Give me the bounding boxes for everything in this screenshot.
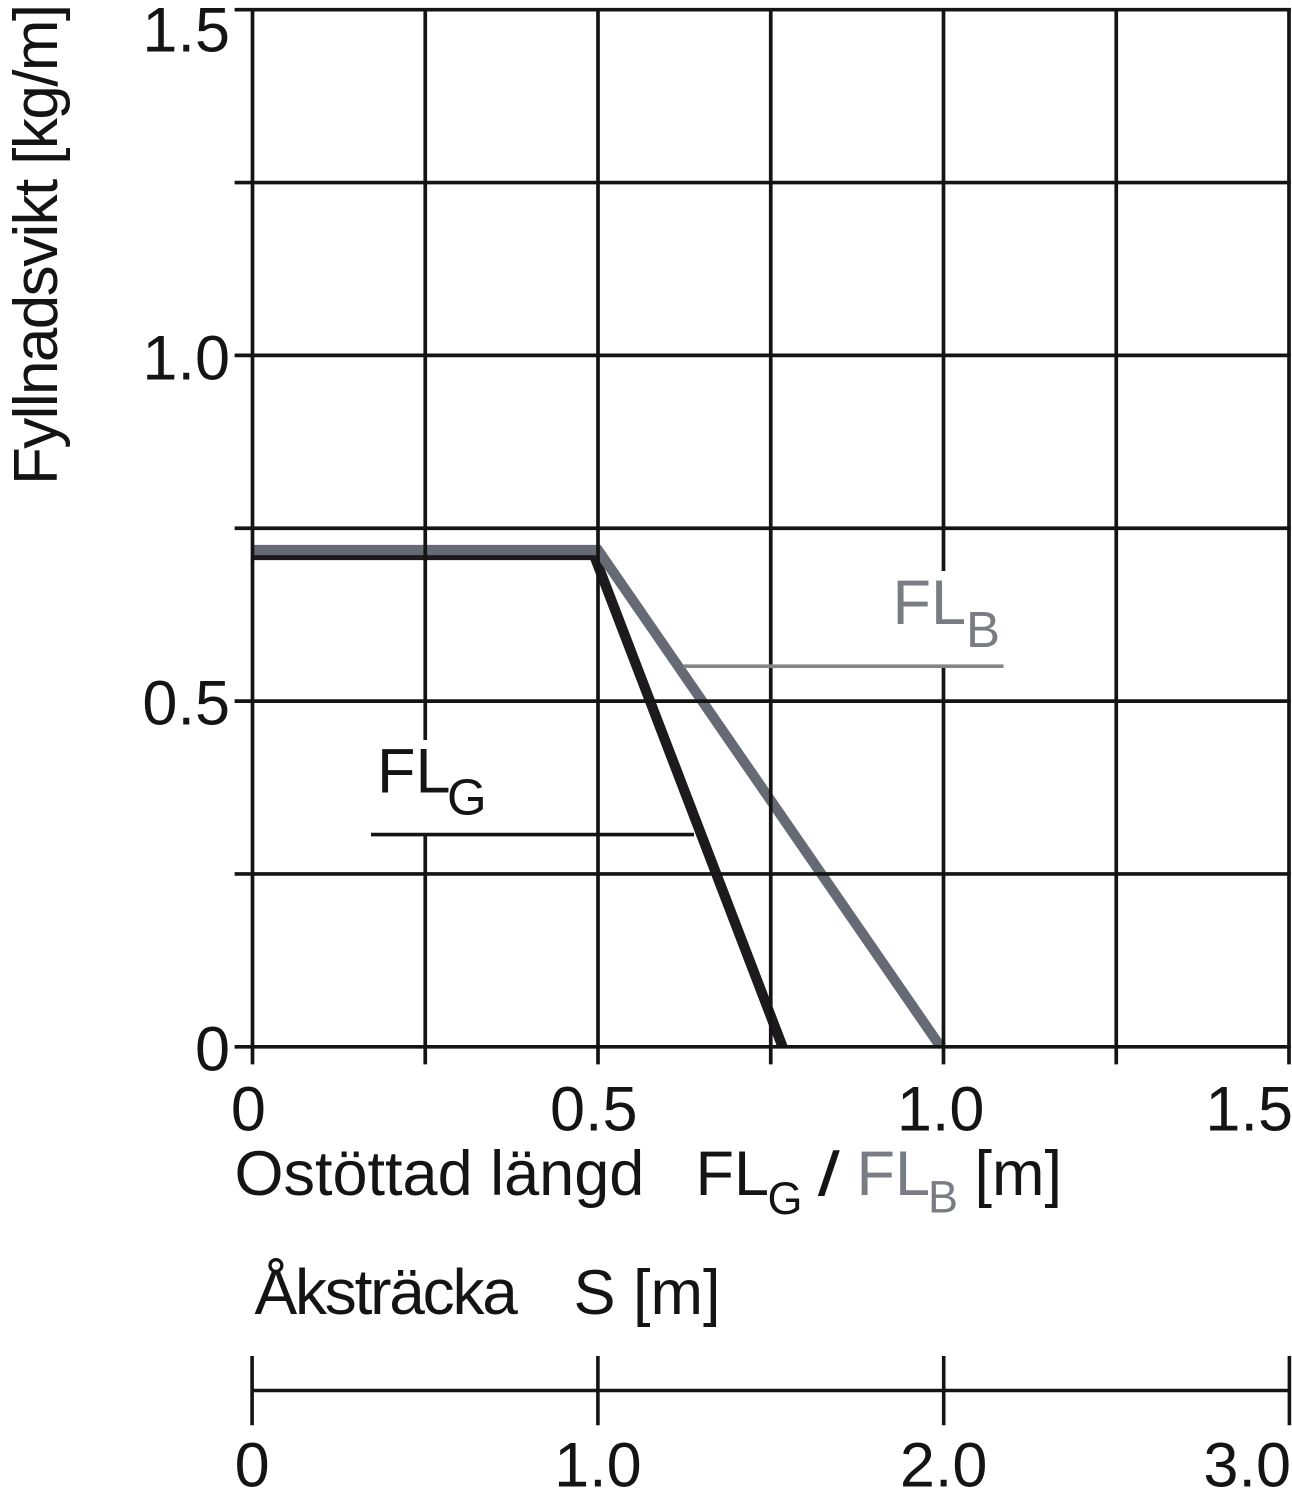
svg-text:1.0: 1.0: [554, 1431, 642, 1500]
svg-text:Åksträcka: Åksträcka: [255, 1256, 519, 1328]
svg-text:Ostöttad längd: Ostöttad längd: [235, 1139, 645, 1209]
svg-text:Fyllnadsvikt [kg/m]: Fyllnadsvikt [kg/m]: [2, 6, 71, 486]
svg-text:S [m]: S [m]: [574, 1258, 721, 1328]
svg-text:1.0: 1.0: [142, 324, 230, 394]
svg-text:FL: FL: [377, 737, 451, 807]
svg-text:G: G: [768, 1173, 803, 1224]
svg-text:0: 0: [231, 1075, 266, 1145]
svg-text:B: B: [928, 1172, 958, 1223]
svg-text:G: G: [447, 769, 487, 826]
svg-text:FL: FL: [893, 568, 967, 638]
svg-text:1.5: 1.5: [142, 0, 230, 66]
svg-text:B: B: [966, 601, 1000, 658]
svg-text:FL: FL: [857, 1139, 931, 1209]
svg-text:0: 0: [235, 1431, 270, 1500]
svg-text:1.5: 1.5: [1205, 1075, 1292, 1145]
svg-text:0.5: 0.5: [550, 1075, 638, 1145]
svg-text:[m]: [m]: [975, 1139, 1063, 1209]
svg-text:0.5: 0.5: [142, 669, 230, 739]
svg-text:3.0: 3.0: [1203, 1431, 1291, 1500]
svg-text:0: 0: [195, 1015, 230, 1085]
svg-text:FL: FL: [696, 1139, 770, 1209]
svg-text:2.0: 2.0: [900, 1431, 988, 1500]
svg-text:1.0: 1.0: [897, 1075, 985, 1145]
